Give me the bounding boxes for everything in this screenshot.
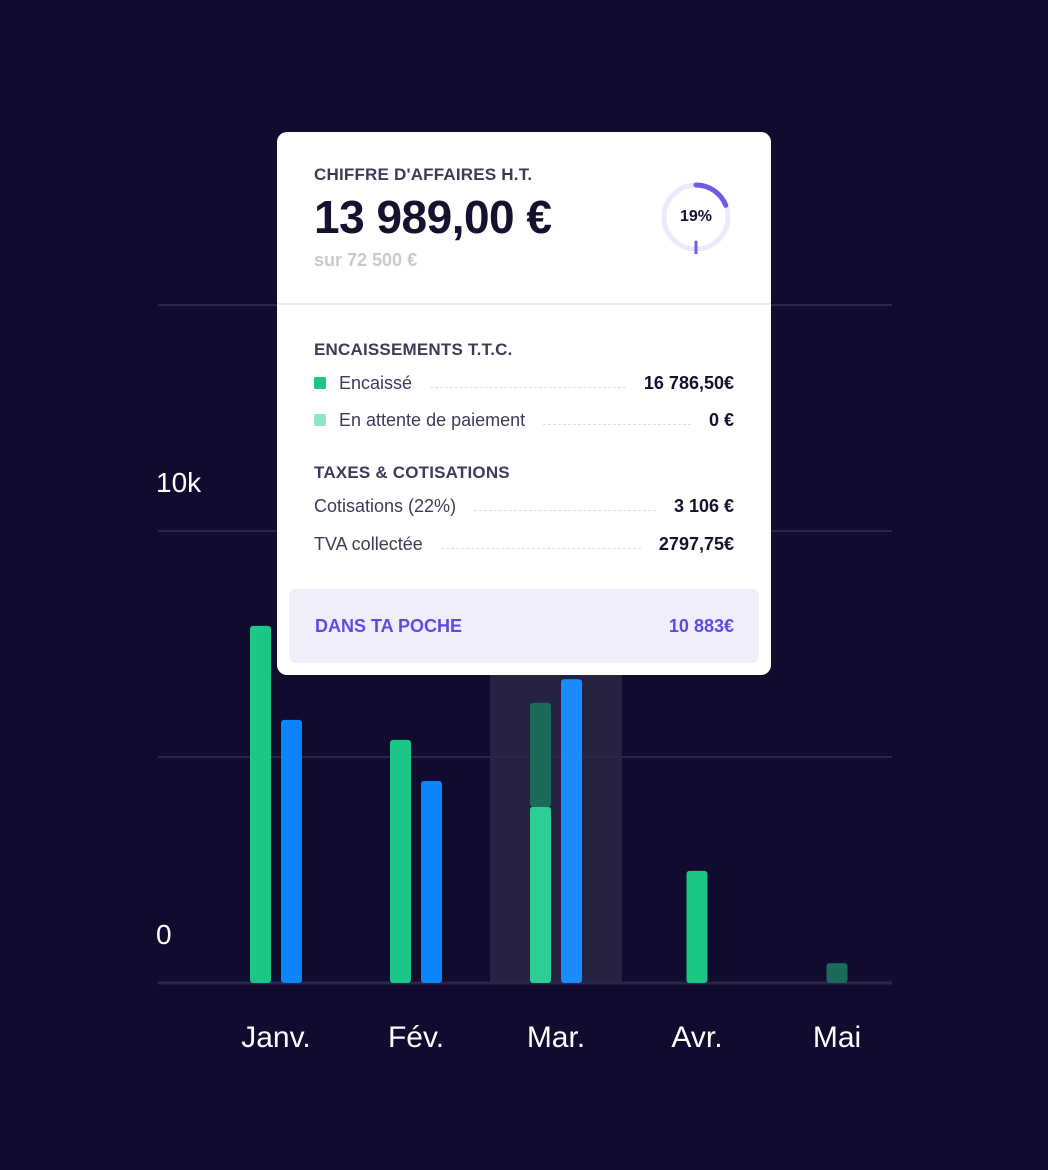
collections-title: ENCAISSEMENTS T.T.C. (314, 340, 513, 359)
collection-row-paid: Encaissé 16 786,50€ (314, 371, 734, 395)
card-divider (277, 303, 771, 305)
revenue-target: sur 72 500 € (314, 250, 418, 270)
pocket-value: 10 883€ (668, 615, 734, 636)
x-tick-label: Mar. (527, 1021, 585, 1054)
collection-value: 0 € (708, 409, 734, 430)
x-tick-label: Avr. (671, 1021, 722, 1054)
collection-label: En attente de paiement (339, 409, 526, 430)
tax-row-contributions: Cotisations (22%) 3 106 € (314, 494, 734, 518)
bar-en-attente (826, 963, 848, 983)
bar-encaisse (250, 625, 271, 983)
tax-value: 2797,75€ (658, 533, 734, 554)
bar-encaisse (686, 870, 708, 983)
tax-row-vat: TVA collectée 2797,75€ (314, 532, 734, 556)
pocket-label: DANS TA POCHE (315, 615, 463, 636)
progress-ring-arc (661, 182, 731, 252)
leader-dots (474, 509, 656, 511)
y-tick-label: 10k (156, 467, 202, 498)
x-tick-label: Mai (813, 1021, 861, 1054)
revenue-title: CHIFFRE D'AFFAIRES H.T. (314, 165, 533, 184)
bar-encaisse (390, 739, 411, 983)
progress-label: 19% (679, 208, 713, 225)
bar-series-blue (421, 780, 442, 983)
revenue-summary-card: CHIFFRE D'AFFAIRES H.T. 13 989,00 € sur … (277, 132, 771, 675)
taxes-title: TAXES & COTISATIONS (314, 463, 510, 482)
leader-dots (543, 423, 691, 425)
bar-series-blue (561, 679, 582, 983)
leader-dots (440, 547, 641, 549)
tax-label: TVA collectée (314, 533, 423, 554)
bar-en-attente (530, 702, 551, 807)
bar-encaisse (530, 806, 551, 983)
in-pocket-banner: DANS TA POCHE 10 883€ (289, 589, 759, 663)
bar-series-blue (281, 719, 302, 983)
tax-value: 3 106 € (673, 495, 734, 516)
tax-label: Cotisations (22%) (314, 495, 457, 516)
collection-value: 16 786,50€ (643, 372, 734, 393)
x-tick-label: Janv. (241, 1021, 310, 1054)
progress-ring (661, 182, 731, 254)
highlight-band (490, 672, 622, 983)
revenue-amount: 13 989,00 € (314, 191, 552, 243)
pending-legend-dot (314, 414, 326, 426)
collection-row-pending: En attente de paiement 0 € (314, 408, 734, 432)
collection-label: Encaissé (339, 372, 413, 393)
paid-legend-dot (314, 377, 326, 389)
y-tick-label: 0 (156, 919, 172, 950)
leader-dots (430, 386, 626, 388)
x-tick-label: Fév. (388, 1021, 444, 1054)
